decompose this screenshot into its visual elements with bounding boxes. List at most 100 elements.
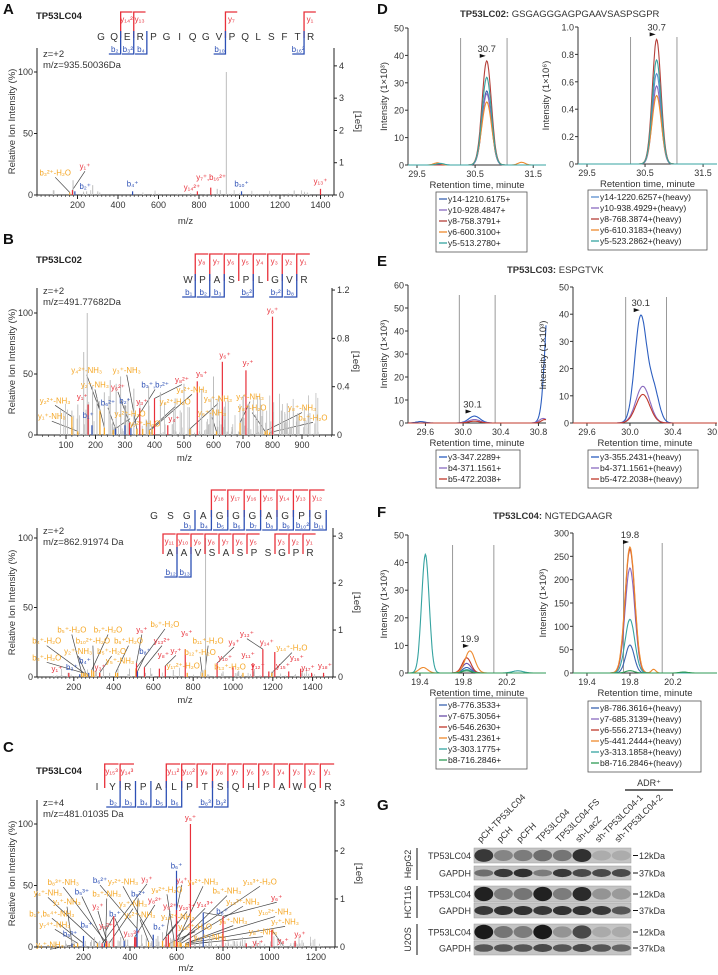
peak-annotation: b₁₀⁺: [234, 179, 248, 188]
annotation-leader-line: [162, 921, 179, 942]
peak-annotation: y₈⁺-NH₃: [288, 404, 316, 413]
residue: H: [247, 782, 254, 793]
blot-row-label: GAPDH: [439, 944, 471, 954]
b-ion-bracket: [240, 274, 254, 298]
b-ion-bracket: [278, 510, 295, 531]
legend-entry: b4-371.1561+(heavy): [600, 463, 682, 473]
annotation-leader-line: [105, 898, 108, 944]
peak-annotation: y₁₄⁺: [260, 638, 274, 647]
peak-annotation: y₆⁺: [271, 893, 282, 902]
apex-arrow-icon: [633, 308, 640, 313]
legend-entry: y10-928.4847+: [448, 205, 506, 215]
residue: R: [324, 782, 331, 793]
peak-annotation: b₇⁺-H₂O: [94, 626, 122, 635]
x-tick-label: 30.4: [492, 427, 510, 437]
residue: E: [124, 32, 131, 43]
fragment-map: GQERPGIQGVPQLSFTRGQERPGIQGVPQLSFTRy₁₄²y₁…: [97, 11, 316, 55]
peak-annotation: y₆⁺-NH₃: [198, 408, 226, 417]
x-tick-label: 31.5: [524, 169, 542, 179]
lane-label: pCFH: [514, 821, 538, 845]
peak-annotation: y₃⁺-NH₃: [119, 900, 147, 909]
b-ion-label: b₃: [125, 798, 133, 807]
y-tick-label: 300: [554, 529, 569, 539]
residue: S: [217, 782, 224, 793]
right-axis-unit: [1e6]: [350, 351, 361, 372]
residue: Q: [189, 32, 197, 43]
annotation-leader-line: [71, 634, 83, 673]
peak-annotation: y₈²⁺-NH₃: [125, 910, 156, 919]
xic-trace: [578, 38, 717, 165]
y-axis-label: Relative Ion Intensity (%): [7, 69, 18, 175]
residue: L: [171, 782, 177, 793]
blot-band: [494, 888, 513, 900]
peak-annotation: y₇⁴⁺-NH₃: [39, 920, 70, 929]
y-ion-label: y₇: [231, 767, 238, 776]
x-tick-label: 19.8: [621, 677, 639, 687]
y-ion-label: y₃: [271, 257, 278, 266]
y-ion-bracket: [267, 253, 281, 281]
xic-trace: [573, 548, 717, 674]
annotation-leader-line: [92, 645, 95, 672]
y-tick-label: 40: [394, 558, 404, 568]
y-tick-label: 50: [394, 531, 404, 541]
apex-rt-label: 30.7: [647, 22, 666, 33]
y-ion-bracket: [223, 253, 238, 281]
residue: G: [97, 32, 105, 43]
peak-annotation: y₉²⁺-NH₃: [188, 877, 219, 886]
peak-annotation: y₈⁺-NH₃: [249, 928, 277, 937]
x-axis-label: Retention time, minute: [429, 438, 524, 449]
blot-band: [592, 944, 611, 952]
apex-rt-label: 30.7: [477, 44, 496, 55]
blot-band: [611, 869, 631, 877]
legend-entry: y3-347.2289+: [448, 452, 501, 462]
b-ion-label: b₇²: [271, 288, 281, 297]
blot-band: [494, 944, 513, 952]
peak-annotation: y₁₃²⁺-H₂O: [178, 923, 212, 932]
y-ion-label: y₁₁²: [167, 767, 179, 776]
x-tick-label: 500: [176, 440, 191, 450]
residue: V: [216, 32, 223, 43]
peak-annotation: b₈³⁺-NH₃: [48, 878, 79, 887]
x-tick-label: 400: [110, 200, 125, 210]
y-ion-bracket: [309, 489, 325, 517]
peak-annotation: y₁⁺-NH₃: [36, 940, 64, 949]
peak-annotation: y₁₅⁺: [276, 662, 290, 671]
fragment-map: AAVSASPSGPRAAVSASPSGPRy₁₁y₁₀y₉y₈y₇y₆y₅y₃…: [162, 533, 316, 578]
x-tick-label: 29.6: [417, 427, 435, 437]
annotation-leader-line: [77, 655, 87, 673]
peak-annotation: b₈⁺: [139, 647, 151, 656]
right-tick-label: 3: [338, 531, 343, 541]
peptide-sequence: ESPGTVK: [556, 265, 604, 276]
molecular-weight-label: 37kDa: [639, 944, 665, 954]
annotation-leader-line: [166, 894, 175, 941]
peak-annotation: y₉²⁺-H₂O: [151, 885, 182, 894]
precursor-mz: m/z=862.91974 Da: [43, 537, 124, 548]
y-ion-bracket: [224, 11, 238, 38]
peptide-title: TP53LC03: ESPGTVK: [507, 265, 604, 276]
y-ion-bracket: [165, 763, 181, 788]
y-tick-label: 0.8: [561, 50, 574, 60]
panel-letter-d: D: [377, 1, 388, 18]
protein-name: TP53LC03:: [507, 265, 556, 276]
peak-annotation: y₁₃³⁺-NH₃: [226, 897, 259, 906]
annotation-leader-line: [222, 901, 277, 917]
y-ion-label: y₆: [227, 257, 234, 266]
peak-annotation: b₃⁺-H₂O: [32, 653, 61, 662]
residue: I: [96, 782, 99, 793]
x-tick-label: 29.5: [578, 168, 596, 178]
y-tick-label: 10: [394, 396, 404, 406]
blot-band: [533, 906, 553, 915]
annotation-leader-line: [151, 394, 193, 430]
protein-name: TP53LC04:: [493, 511, 542, 522]
y-ion-bracket: [133, 11, 146, 38]
y-ion-label: y₇: [222, 537, 229, 546]
annotation-leader-line: [99, 655, 112, 674]
blot-band: [611, 926, 631, 938]
b-ion-label: b₁₆²: [292, 45, 305, 54]
blot-band: [572, 905, 592, 916]
y-tick-label: 50: [559, 283, 569, 293]
x-tick-label: 30.8: [530, 427, 548, 437]
peak-annotation: b₅³⁺: [63, 930, 77, 939]
b-ion-bracket: [152, 781, 167, 808]
